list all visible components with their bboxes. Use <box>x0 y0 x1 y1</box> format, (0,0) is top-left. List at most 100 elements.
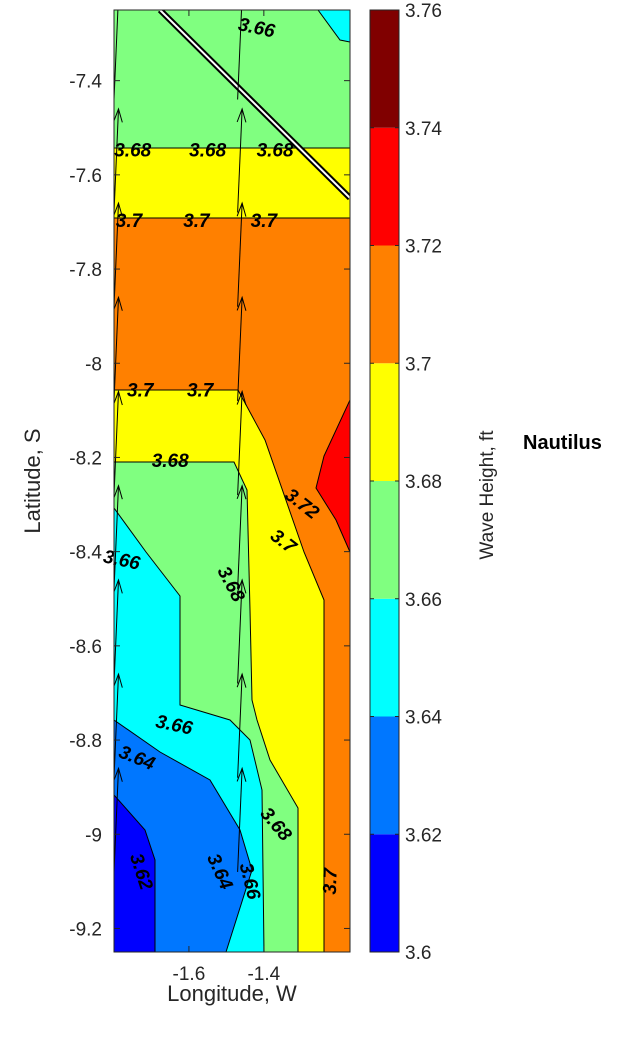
contour-label: 3.68 <box>257 140 294 161</box>
vector-field <box>114 0 247 872</box>
contour-label: 3.7 <box>127 381 155 402</box>
colorbar-band <box>370 834 399 952</box>
y-axis-title: Latitude, S <box>20 428 45 533</box>
vector-arrow-head <box>114 295 123 311</box>
contour-line-3.72 <box>315 399 350 553</box>
colorbar-tick-label: 3.74 <box>405 119 442 140</box>
y-tick-label: -8.8 <box>69 731 102 752</box>
vector-arrow-head <box>236 672 247 688</box>
contour-region-cyan-corner <box>318 10 350 42</box>
colorbar-tick-label: 3.72 <box>405 237 442 258</box>
y-tick-label: -8.2 <box>69 448 102 469</box>
colorbar-tick-label: 3.7 <box>405 354 431 375</box>
vector-arrow <box>237 768 243 872</box>
y-tick-label: -7.6 <box>69 166 102 187</box>
vector-arrow-head <box>236 295 247 311</box>
colorbar-tick-label: 3.6 <box>405 943 431 964</box>
vector-arrow-head <box>236 107 247 123</box>
vector-arrow <box>114 391 119 496</box>
colorbar-tick-label: 3.62 <box>405 825 442 846</box>
vector-arrow <box>114 485 119 590</box>
vector-arrow <box>237 203 243 307</box>
vector-arrow-head <box>236 389 247 406</box>
contour-label: 3.7 <box>187 381 215 402</box>
colorbar-band <box>370 598 399 717</box>
y-axis: -7.4 -7.6 -7.8 -8 -8.2 -8.4 -8.6 -8.8 -9 -9.2 <box>69 72 350 940</box>
y-tick-label: -7.8 <box>69 260 102 281</box>
colorbar-band <box>370 481 399 599</box>
y-tick-label: -9.2 <box>69 919 102 940</box>
contour-label: 3.7 <box>251 211 279 232</box>
contour-line-3.66-top <box>317 10 350 43</box>
contour-label: 3.68 <box>189 140 226 161</box>
contour-label: 3.7 <box>116 211 144 232</box>
vector-arrow-head <box>114 484 123 500</box>
vector-arrow <box>237 108 243 213</box>
contour-label: 3.68 <box>114 140 151 161</box>
colorbar-title: Wave Height, ft <box>477 430 498 560</box>
vector-arrow <box>237 485 243 590</box>
vector-arrow-head <box>236 201 247 217</box>
vector-arrow <box>114 203 119 307</box>
vector-arrow-head <box>114 0 123 9</box>
colorbar-band <box>370 363 399 481</box>
vector-arrow <box>114 674 119 778</box>
vector-arrow-head <box>114 201 123 217</box>
vector-arrow-head <box>237 0 246 9</box>
x-axis-title: Longitude, W <box>167 981 297 1006</box>
y-tick-label: -8.4 <box>69 543 102 564</box>
vector-arrow <box>114 10 115 11</box>
colorbar-frame <box>369 9 400 953</box>
vector-arrow-head <box>114 389 123 406</box>
vector-arrow <box>237 674 243 778</box>
y-tick-label: -8 <box>85 354 102 375</box>
x-tick-label: -1.4 <box>247 964 280 985</box>
vector-arrow <box>237 297 243 401</box>
colorbar-tick-label: 3.68 <box>405 472 442 493</box>
y-tick-label: -9 <box>85 825 102 846</box>
vector-arrow-head <box>236 484 247 500</box>
colorbar-tick-label: 3.64 <box>405 708 442 729</box>
vector-arrow <box>237 579 243 684</box>
colorbar-tick-label: 3.76 <box>405 1 442 22</box>
contour-line-3.64 <box>114 719 253 952</box>
colorbar-band <box>370 127 399 246</box>
x-tick-label: -1.6 <box>173 964 206 985</box>
vector-arrow <box>237 10 243 100</box>
vector-arrow <box>114 108 119 213</box>
plot-frame <box>113 9 351 953</box>
side-label: Nautilus <box>523 432 602 454</box>
vector-arrow-head <box>236 766 247 782</box>
vector-arrow-head <box>114 766 123 782</box>
colorbar-band <box>370 10 399 128</box>
y-tick-label: -7.4 <box>69 72 102 93</box>
contour-line-3.62 <box>114 794 156 952</box>
colorbar: 3.6 3.62 3.64 3.66 3.68 3.7 3.72 3.74 3.76 <box>370 1 442 964</box>
vector-arrow-head <box>114 107 123 123</box>
vector-arrow <box>237 391 243 496</box>
contour-line-3.7-mid <box>114 389 325 952</box>
contour-label: 3.7 <box>320 866 342 895</box>
contour-label: 3.7 <box>183 211 211 232</box>
vector-arrow <box>114 297 119 401</box>
contour-label: 3.68 <box>152 451 189 472</box>
vector-arrow <box>114 10 119 100</box>
contour-fill-layer <box>114 10 350 952</box>
contour-line-3.66-mid <box>114 507 265 952</box>
contour-region-red <box>316 400 350 552</box>
contour-region-dark-blue <box>114 795 155 952</box>
y-tick-label: -8.6 <box>69 637 102 658</box>
contour-region-yellow-top <box>114 148 350 218</box>
vector-arrow <box>237 10 239 11</box>
vector-arrow <box>114 579 119 684</box>
colorbar-band <box>370 716 399 835</box>
vector-arrow-head <box>236 578 247 594</box>
track-line <box>159 10 350 199</box>
x-axis: -1.6 -1.4 <box>173 10 281 985</box>
vector-arrow-head <box>114 672 123 688</box>
vector-arrow-head <box>114 578 123 594</box>
vector-arrow <box>114 768 119 872</box>
colorbar-band <box>370 245 399 364</box>
colorbar-tick-label: 3.66 <box>405 590 442 611</box>
